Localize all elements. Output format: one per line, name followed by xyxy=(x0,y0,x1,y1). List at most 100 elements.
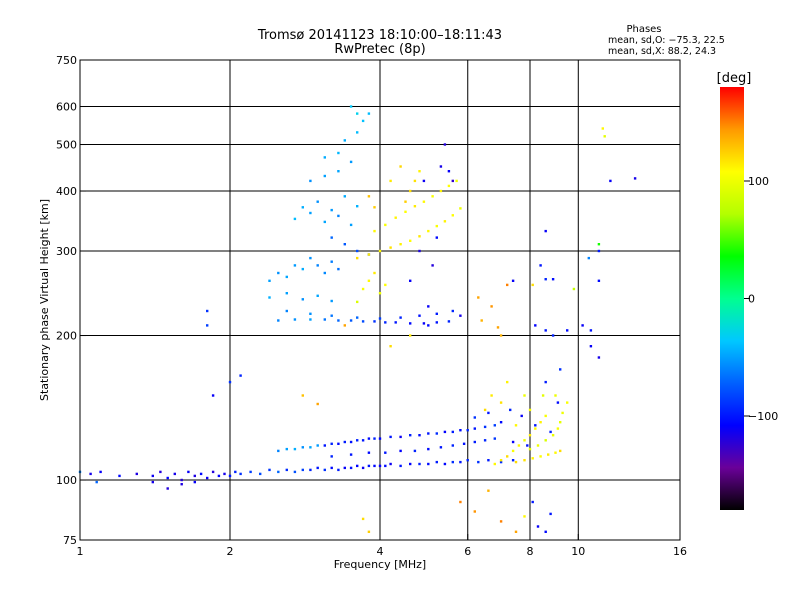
data-point xyxy=(373,437,376,440)
data-point xyxy=(511,440,515,444)
data-point xyxy=(459,460,462,464)
data-point xyxy=(544,329,547,332)
data-point xyxy=(409,462,412,466)
data-point xyxy=(523,459,526,462)
data-point xyxy=(316,466,319,470)
data-point xyxy=(268,468,271,472)
data-point xyxy=(367,195,371,198)
data-point xyxy=(490,394,493,397)
data-point xyxy=(523,394,526,397)
data-point xyxy=(477,460,480,464)
data-point xyxy=(166,487,169,490)
x-tick-label: 16 xyxy=(673,545,687,558)
data-point xyxy=(443,430,447,434)
data-point xyxy=(356,131,359,134)
data-point xyxy=(301,298,304,301)
data-point xyxy=(487,489,490,492)
data-point xyxy=(89,472,92,476)
data-point xyxy=(526,444,529,447)
data-point xyxy=(193,480,196,484)
data-point xyxy=(572,287,576,291)
data-point xyxy=(443,462,447,466)
chart-title: Tromsø 20141123 18:10:00–18:11:43 xyxy=(257,28,502,43)
data-point xyxy=(373,206,376,209)
data-point xyxy=(409,334,412,337)
data-point xyxy=(330,299,333,303)
data-point xyxy=(473,510,476,513)
data-point xyxy=(514,530,518,533)
data-point xyxy=(309,468,312,472)
data-point xyxy=(499,334,503,337)
data-point xyxy=(544,530,547,533)
data-point xyxy=(418,462,421,466)
phase-box-title: Phases xyxy=(626,24,661,35)
data-point xyxy=(409,322,412,325)
data-point xyxy=(404,210,407,213)
data-point xyxy=(589,329,593,332)
data-point xyxy=(367,253,371,256)
data-point xyxy=(477,296,480,299)
data-point xyxy=(435,432,438,435)
data-point xyxy=(539,264,542,267)
data-point xyxy=(487,411,490,415)
data-point xyxy=(427,305,430,308)
y-axis-label: Stationary phase Virtual Height [km] xyxy=(38,199,51,401)
data-point xyxy=(343,440,346,444)
data-point xyxy=(356,249,359,253)
data-point xyxy=(459,314,462,317)
data-point xyxy=(435,236,438,239)
data-point xyxy=(323,220,326,224)
data-point xyxy=(539,421,542,424)
data-point xyxy=(389,462,392,466)
data-point xyxy=(587,256,590,260)
data-point xyxy=(356,316,359,319)
data-point xyxy=(394,216,397,219)
data-point xyxy=(451,460,454,464)
data-point xyxy=(223,472,226,476)
data-point xyxy=(422,179,426,183)
data-point xyxy=(427,432,430,435)
data-point xyxy=(439,189,443,193)
data-point xyxy=(349,319,353,322)
data-point xyxy=(499,401,503,404)
data-point xyxy=(373,229,376,233)
data-point xyxy=(483,439,487,442)
data-point xyxy=(180,478,183,482)
data-point xyxy=(418,434,421,437)
data-point xyxy=(483,425,487,429)
data-point xyxy=(490,305,493,308)
data-point xyxy=(187,470,190,474)
data-point xyxy=(399,316,402,319)
data-point xyxy=(384,223,387,227)
colorbar xyxy=(720,87,744,510)
y-tick-label: 100 xyxy=(56,474,77,487)
data-point xyxy=(330,466,333,470)
data-point xyxy=(544,414,547,418)
data-point xyxy=(523,439,526,442)
x-tick-label: 10 xyxy=(571,545,585,558)
data-point xyxy=(480,319,483,322)
data-point xyxy=(293,470,297,474)
data-point xyxy=(330,455,333,458)
data-point xyxy=(228,474,232,478)
data-point xyxy=(589,345,593,348)
data-point xyxy=(506,455,509,458)
data-point xyxy=(301,468,304,472)
data-point xyxy=(330,442,333,445)
data-point xyxy=(499,460,503,464)
data-point xyxy=(496,326,500,329)
data-point xyxy=(418,249,421,253)
data-point xyxy=(597,249,601,253)
x-tick-label: 1 xyxy=(77,545,84,558)
data-point xyxy=(597,279,601,282)
data-point xyxy=(293,318,297,321)
data-point xyxy=(544,278,547,281)
x-axis: 1 2 4 6 8 10 16 xyxy=(77,534,687,558)
data-point xyxy=(506,283,509,287)
data-point xyxy=(249,470,252,474)
data-point xyxy=(343,139,346,142)
data-point xyxy=(447,320,451,323)
data-point xyxy=(337,319,340,322)
colorbar-label: [deg] xyxy=(717,71,752,86)
data-point xyxy=(361,517,365,521)
